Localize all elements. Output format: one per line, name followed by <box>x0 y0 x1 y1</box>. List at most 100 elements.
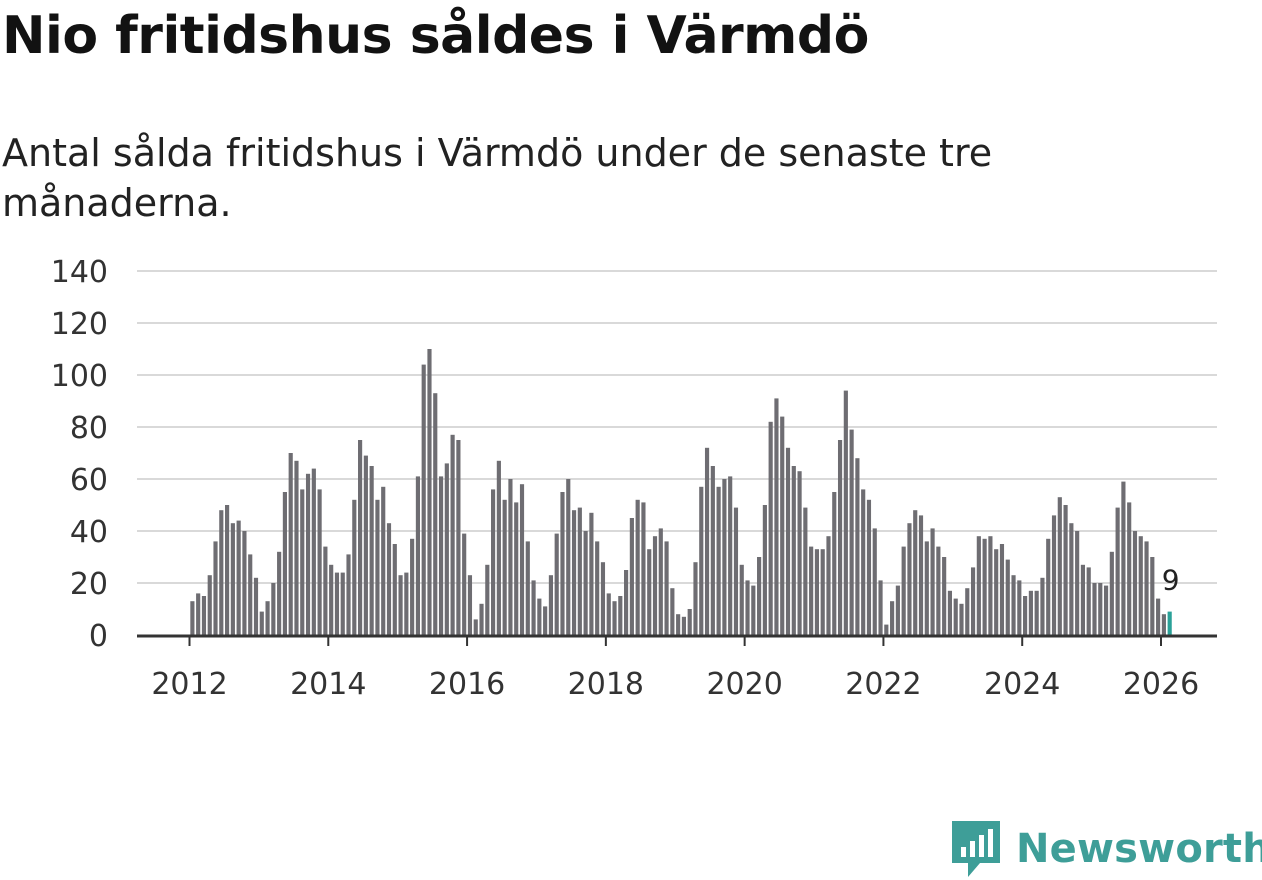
bar <box>762 505 767 635</box>
bar <box>1040 577 1045 635</box>
bar <box>982 538 987 635</box>
bar <box>1086 567 1091 635</box>
bar <box>207 575 212 635</box>
bar <box>803 507 808 635</box>
bar <box>323 546 328 635</box>
bar <box>733 507 739 635</box>
newsworthy-logo-icon <box>952 821 1000 877</box>
bar <box>1046 538 1051 635</box>
bar <box>745 580 750 635</box>
bar <box>843 390 848 635</box>
bar <box>288 453 293 635</box>
bar <box>814 549 820 635</box>
y-tick-label: 40 <box>70 515 108 550</box>
bar <box>710 466 715 635</box>
bar <box>1034 590 1039 635</box>
bar <box>953 598 958 635</box>
bar <box>837 440 843 635</box>
bar <box>774 398 779 635</box>
bar <box>294 460 299 635</box>
bar <box>583 531 588 635</box>
y-tick-label: 20 <box>70 567 108 602</box>
bar <box>213 541 218 635</box>
bar <box>577 507 582 635</box>
bar <box>444 463 449 635</box>
bar <box>895 585 900 635</box>
bar <box>502 499 507 635</box>
bar <box>930 528 935 635</box>
bar <box>600 562 606 635</box>
bar <box>780 416 785 635</box>
bar <box>236 520 241 635</box>
bar <box>612 601 617 635</box>
bar <box>722 479 727 635</box>
y-tick-label: 0 <box>89 619 108 654</box>
bar <box>1057 497 1062 635</box>
bar <box>595 541 600 635</box>
bar <box>404 572 409 635</box>
bar <box>242 531 247 635</box>
bar <box>369 466 374 635</box>
bar <box>462 533 467 635</box>
bar <box>884 624 889 635</box>
bar <box>415 476 420 635</box>
bar <box>901 546 906 635</box>
bar <box>1161 614 1166 635</box>
bar <box>392 544 397 635</box>
bar <box>890 601 895 635</box>
bar <box>924 541 929 635</box>
bar <box>866 499 872 635</box>
x-tick-label: 2014 <box>290 667 366 702</box>
bar <box>1075 531 1080 635</box>
bar <box>658 528 663 635</box>
x-tick-label: 2026 <box>1123 667 1199 702</box>
bar <box>386 523 392 635</box>
bar <box>768 421 773 635</box>
bar <box>965 588 970 635</box>
bar <box>519 484 525 635</box>
bar <box>381 486 386 635</box>
bar <box>410 538 415 635</box>
bar <box>681 616 686 635</box>
bar <box>277 551 282 635</box>
bar <box>438 476 444 635</box>
bar <box>479 603 484 635</box>
bar <box>1080 564 1086 635</box>
bar <box>1092 583 1097 635</box>
bar <box>548 575 553 635</box>
x-tick-label: 2024 <box>984 667 1060 702</box>
bar <box>1115 507 1120 635</box>
bar <box>999 544 1005 635</box>
bar <box>496 460 501 635</box>
bar <box>629 518 634 635</box>
bar <box>427 349 432 635</box>
x-tick-label: 2016 <box>429 667 505 702</box>
bar <box>363 455 368 635</box>
bar <box>687 609 692 635</box>
bar <box>913 510 918 635</box>
bar <box>467 575 473 635</box>
y-tick-label: 80 <box>70 411 108 446</box>
bar <box>942 557 947 635</box>
bar <box>1069 523 1074 635</box>
bar <box>329 564 334 635</box>
bar <box>739 564 744 635</box>
bar <box>704 447 710 635</box>
bar <box>693 562 698 635</box>
bar <box>485 564 490 635</box>
bar <box>872 528 877 635</box>
bar <box>606 593 611 635</box>
bar <box>820 549 825 635</box>
bar <box>1121 481 1126 635</box>
bar <box>1156 598 1161 635</box>
x-tick-label: 2012 <box>151 667 227 702</box>
bar <box>571 510 577 635</box>
bar <box>1103 585 1109 635</box>
bar <box>190 601 195 635</box>
bar <box>988 536 993 635</box>
bar <box>196 593 201 635</box>
bar <box>1017 580 1022 635</box>
bar <box>473 619 478 635</box>
bar <box>1005 559 1010 635</box>
